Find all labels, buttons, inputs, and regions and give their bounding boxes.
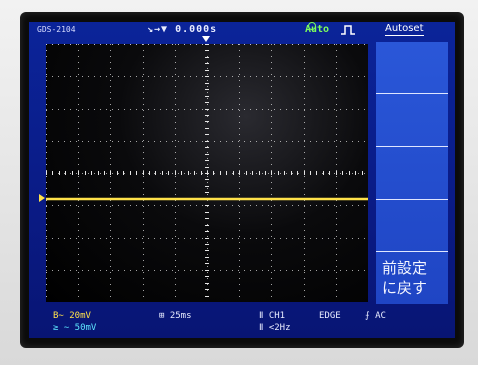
scope-screen: GDS-2104 ↘→▼ 0.000s Auto Autoset 前設定 に戻す… — [29, 22, 455, 338]
menu-slot-4[interactable] — [376, 200, 448, 251]
trigger-edge-icon — [341, 25, 355, 35]
acquire-indicator-icon — [308, 22, 316, 30]
model-label: GDS-2104 — [37, 25, 76, 34]
menu-divider — [376, 93, 448, 94]
side-menu: 前設定 に戻す — [376, 42, 448, 304]
waveform-grid — [39, 44, 368, 302]
frequency-readout: Ⅱ <2Hz — [259, 323, 291, 333]
menu-slot-1[interactable] — [376, 42, 448, 93]
ch1-scale: B∼ 20mV — [53, 311, 91, 321]
autoset-label: Autoset — [385, 23, 424, 36]
bottom-status-bar: B∼ 20mV ≥ ∼ 50mV ⊞ 25ms Ⅱ CH1 EDGE ⨍ AC … — [29, 308, 455, 338]
ch1-ground-marker-icon — [39, 194, 45, 202]
graticule — [46, 44, 368, 302]
coupling-mode: ⨍ AC — [365, 311, 386, 321]
ch2-scale: ≥ ∼ 50mV — [53, 323, 97, 333]
acquire-mode-label: Auto — [305, 24, 330, 35]
menu-slot-2[interactable] — [376, 94, 448, 145]
trigger-source: Ⅱ CH1 — [259, 311, 286, 321]
timebase-readout: ⊞ 25ms — [159, 311, 192, 321]
time-offset-readout: ↘→▼ 0.000s — [147, 24, 218, 35]
menu-slot-3[interactable] — [376, 147, 448, 198]
menu-divider — [376, 199, 448, 200]
menu-divider — [376, 251, 448, 252]
menu-divider — [376, 146, 448, 147]
top-status-bar: GDS-2104 ↘→▼ 0.000s Auto Autoset — [29, 22, 455, 38]
trigger-position-marker-icon — [202, 36, 210, 42]
recall-setup-button[interactable]: 前設定 に戻す — [382, 259, 428, 297]
trigger-type: EDGE — [319, 311, 341, 321]
